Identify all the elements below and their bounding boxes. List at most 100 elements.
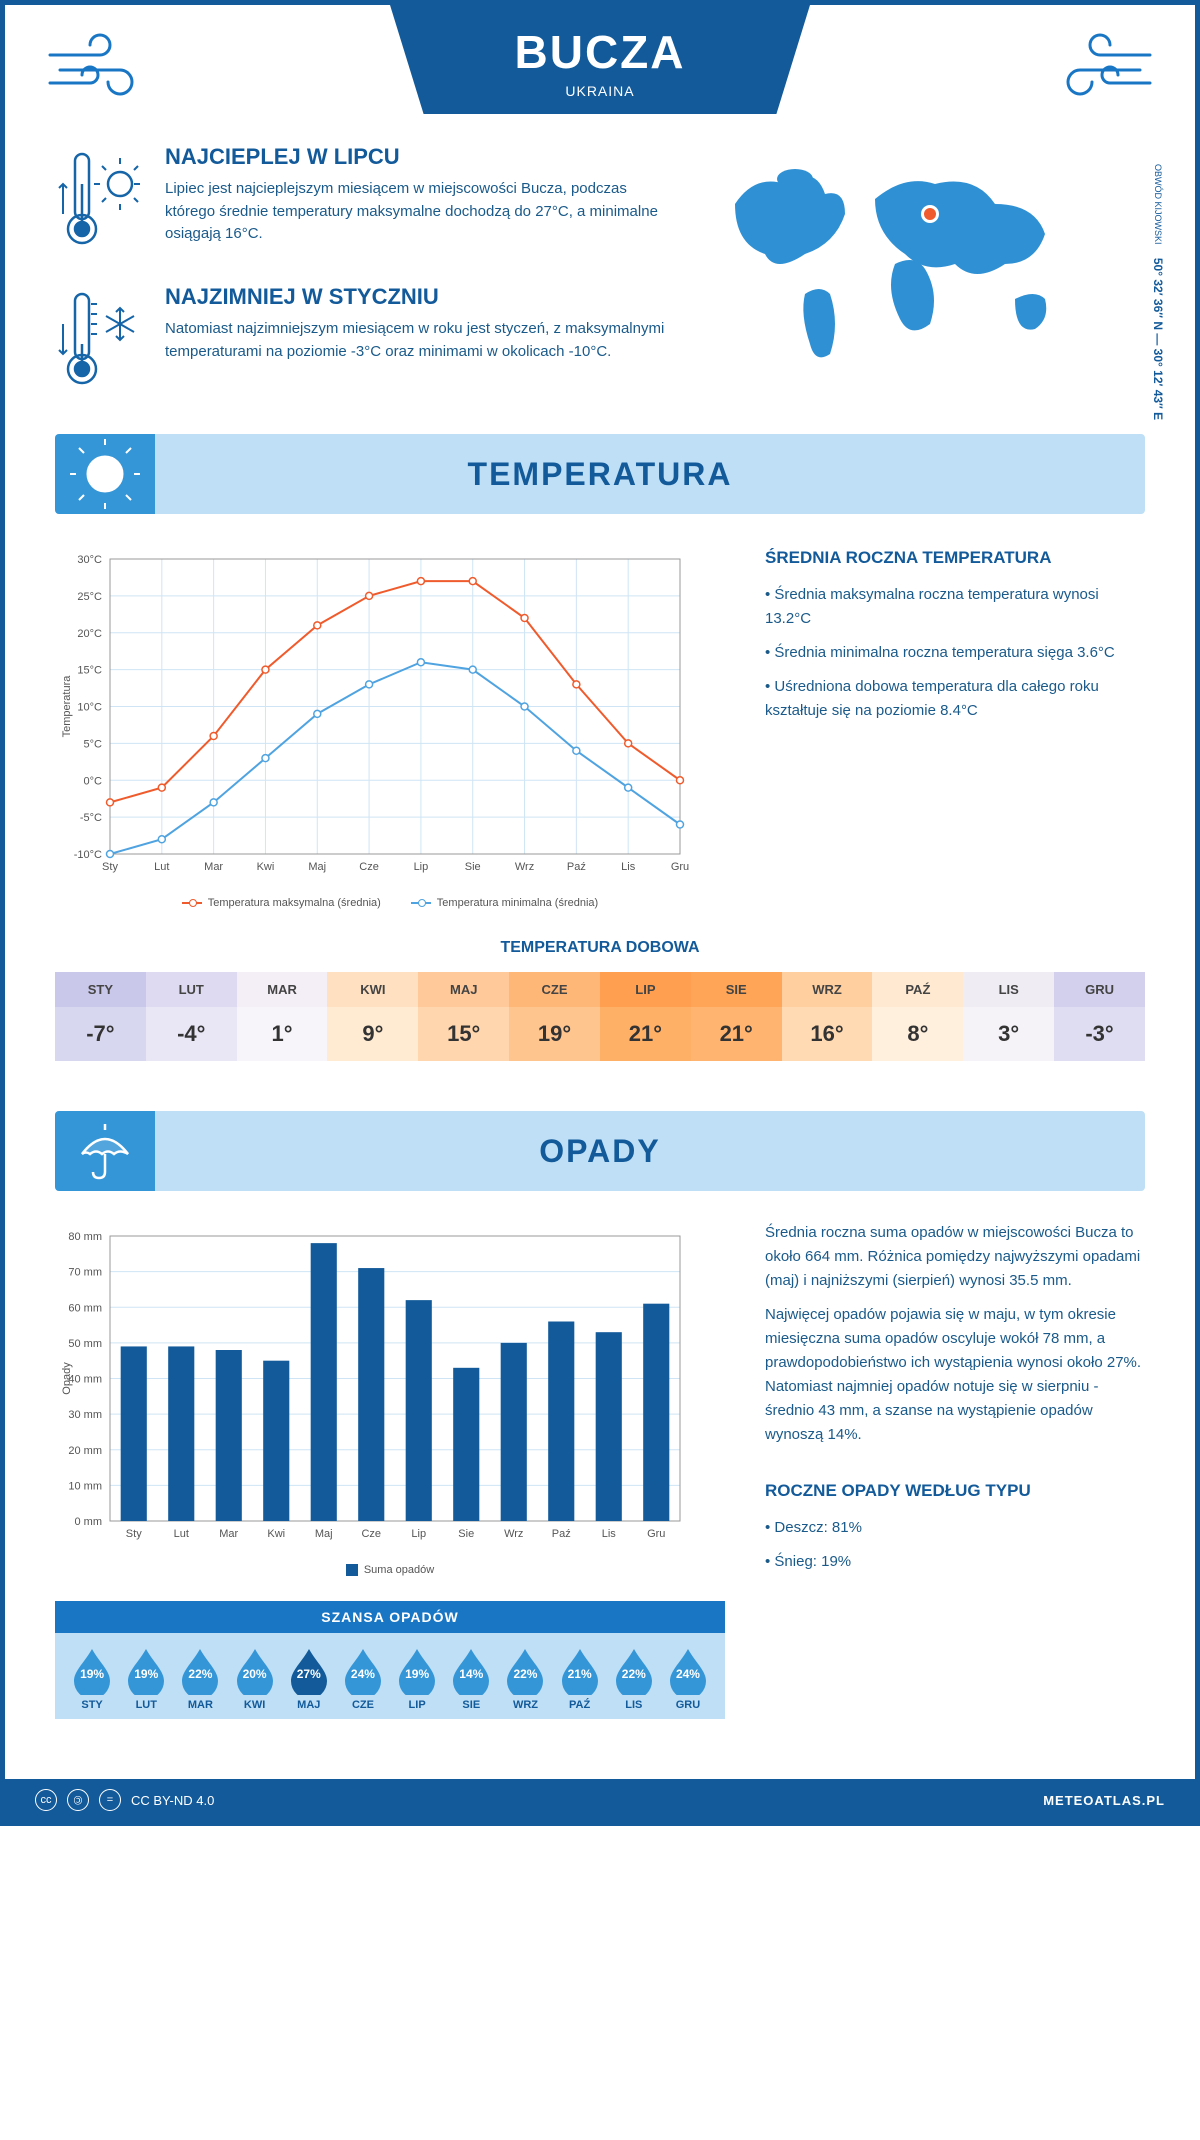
svg-text:Opady: Opady (61, 1362, 73, 1395)
content: NAJCIEPLEJ W LIPCU Lipiec jest najcieple… (5, 114, 1195, 1779)
rain-drop-cell: 20%KWI (228, 1645, 282, 1711)
svg-text:40 mm: 40 mm (68, 1374, 102, 1386)
precip-p1: Średnia roczna suma opadów w miejscowośc… (765, 1221, 1145, 1293)
legend-min: Temperatura minimalna (średnia) (411, 897, 598, 909)
coords-region: OBWÓD KIJOWSKI (1153, 164, 1163, 245)
sun-icon (55, 434, 155, 514)
svg-text:Lut: Lut (174, 1528, 189, 1540)
svg-text:Sty: Sty (102, 861, 118, 873)
wind-icon-left (45, 25, 165, 119)
rain-drop-cell: 14%SIE (444, 1645, 498, 1711)
svg-text:Sty: Sty (126, 1528, 142, 1540)
nd-icon: = (99, 1789, 121, 1811)
svg-text:10°C: 10°C (77, 702, 102, 714)
temp-header: TEMPERATURA (55, 434, 1145, 514)
svg-text:Lut: Lut (154, 861, 169, 873)
svg-text:70 mm: 70 mm (68, 1267, 102, 1279)
wind-icon-right (1035, 25, 1155, 119)
svg-text:0°C: 0°C (84, 775, 103, 787)
rain-drop-cell: 21%PAŹ (553, 1645, 607, 1711)
svg-text:Cze: Cze (361, 1528, 381, 1540)
rain-chance: SZANSA OPADÓW 19%STY19%LUT22%MAR20%KWI27… (55, 1601, 725, 1719)
temp-bullet-3: Uśredniona dobowa temperatura dla całego… (765, 675, 1145, 723)
cold-title: NAJZIMNIEJ W STYCZNIU (165, 284, 665, 310)
daily-cell: STY-7° (55, 972, 146, 1061)
daily-cell: PAŹ8° (872, 972, 963, 1061)
thermometer-hot-icon (55, 144, 145, 254)
daily-cell: MAR1° (237, 972, 328, 1061)
daily-cell: LIS3° (963, 972, 1054, 1061)
precip-chart: 0 mm10 mm20 mm30 mm40 mm50 mm60 mm70 mm8… (55, 1221, 725, 1719)
precip-legend: Suma opadów (55, 1564, 725, 1576)
rain-drop-cell: 19%STY (65, 1645, 119, 1711)
footer-site: METEOATLAS.PL (1043, 1793, 1165, 1808)
precip-title: OPADY (155, 1133, 1145, 1170)
svg-text:Maj: Maj (308, 861, 326, 873)
page: BUCZA UKRAINA NAJCIEPLEJ W LIPCU Lipiec … (0, 0, 1200, 1826)
svg-text:Gru: Gru (647, 1528, 665, 1540)
rain-drop-cell: 19%LUT (119, 1645, 173, 1711)
svg-text:50 mm: 50 mm (68, 1338, 102, 1350)
daily-table: STY-7°LUT-4°MAR1°KWI9°MAJ15°CZE19°LIP21°… (55, 972, 1145, 1061)
daily-title: TEMPERATURA DOBOWA (55, 939, 1145, 957)
svg-text:30 mm: 30 mm (68, 1409, 102, 1421)
precip-p2: Najwięcej opadów pojawia się w maju, w t… (765, 1303, 1145, 1447)
rain-chance-title: SZANSA OPADÓW (55, 1601, 725, 1633)
license-text: CC BY-ND 4.0 (131, 1793, 214, 1808)
precip-side: Średnia roczna suma opadów w miejscowośc… (765, 1221, 1145, 1719)
rain-drop-cell: 22%WRZ (498, 1645, 552, 1711)
svg-text:0 mm: 0 mm (75, 1516, 103, 1528)
hot-block: NAJCIEPLEJ W LIPCU Lipiec jest najcieple… (55, 144, 665, 254)
footer: cc 🄯 = CC BY-ND 4.0 METEOATLAS.PL (5, 1779, 1195, 1821)
precip-type-title: ROCZNE OPADY WEDŁUG TYPU (765, 1477, 1145, 1504)
daily-cell: LUT-4° (146, 972, 237, 1061)
rain-drop-cell: 24%CZE (336, 1645, 390, 1711)
cc-icon: cc (35, 1789, 57, 1811)
precip-b2: Śnieg: 19% (765, 1550, 1145, 1574)
svg-text:60 mm: 60 mm (68, 1302, 102, 1314)
temp-side-title: ŚREDNIA ROCZNA TEMPERATURA (765, 544, 1145, 571)
page-subtitle: UKRAINA (470, 83, 730, 99)
svg-text:Wrz: Wrz (504, 1528, 523, 1540)
svg-text:Cze: Cze (359, 861, 379, 873)
daily-cell: WRZ16° (782, 972, 873, 1061)
coordinates: OBWÓD KIJOWSKI 50° 32′ 36″ N — 30° 12′ 4… (1151, 164, 1165, 420)
precip-section: 0 mm10 mm20 mm30 mm40 mm50 mm60 mm70 mm8… (55, 1221, 1145, 1719)
svg-text:5°C: 5°C (84, 738, 103, 750)
precip-b1: Deszcz: 81% (765, 1516, 1145, 1540)
world-map (705, 144, 1105, 384)
svg-text:Gru: Gru (671, 861, 689, 873)
temp-chart-svg: -10°C-5°C0°C5°C10°C15°C20°C25°C30°CStyLu… (55, 544, 695, 884)
temp-chart: -10°C-5°C0°C5°C10°C15°C20°C25°C30°CStyLu… (55, 544, 725, 909)
svg-text:80 mm: 80 mm (68, 1231, 102, 1243)
svg-text:Wrz: Wrz (515, 861, 534, 873)
coords-text: 50° 32′ 36″ N — 30° 12′ 43″ E (1151, 258, 1165, 420)
legend-max: Temperatura maksymalna (średnia) (182, 897, 381, 909)
svg-text:Mar: Mar (219, 1528, 238, 1540)
svg-text:25°C: 25°C (77, 591, 102, 603)
svg-text:Maj: Maj (315, 1528, 333, 1540)
svg-text:Lis: Lis (621, 861, 636, 873)
svg-text:10 mm: 10 mm (68, 1480, 102, 1492)
rain-drop-cell: 27%MAJ (282, 1645, 336, 1711)
daily-cell: MAJ15° (418, 972, 509, 1061)
svg-text:Kwi: Kwi (257, 861, 275, 873)
temp-section: -10°C-5°C0°C5°C10°C15°C20°C25°C30°CStyLu… (55, 544, 1145, 909)
svg-text:Paź: Paź (567, 861, 586, 873)
daily-temp: TEMPERATURA DOBOWA STY-7°LUT-4°MAR1°KWI9… (55, 939, 1145, 1061)
rain-drop-cell: 24%GRU (661, 1645, 715, 1711)
daily-cell: LIP21° (600, 972, 691, 1061)
daily-cell: CZE19° (509, 972, 600, 1061)
intro-left: NAJCIEPLEJ W LIPCU Lipiec jest najcieple… (55, 144, 665, 424)
temp-title: TEMPERATURA (155, 456, 1145, 493)
svg-text:Sie: Sie (458, 1528, 474, 1540)
temp-legend: Temperatura maksymalna (średnia) Tempera… (55, 897, 725, 909)
hot-body: Lipiec jest najcieplejszym miesiącem w m… (165, 178, 665, 246)
rain-drop-cell: 19%LIP (390, 1645, 444, 1711)
svg-text:Lip: Lip (414, 861, 429, 873)
temp-side: ŚREDNIA ROCZNA TEMPERATURA Średnia maksy… (765, 544, 1145, 909)
hot-title: NAJCIEPLEJ W LIPCU (165, 144, 665, 170)
svg-text:-10°C: -10°C (74, 849, 102, 861)
intro-right: OBWÓD KIJOWSKI 50° 32′ 36″ N — 30° 12′ 4… (705, 144, 1145, 424)
daily-cell: KWI9° (327, 972, 418, 1061)
